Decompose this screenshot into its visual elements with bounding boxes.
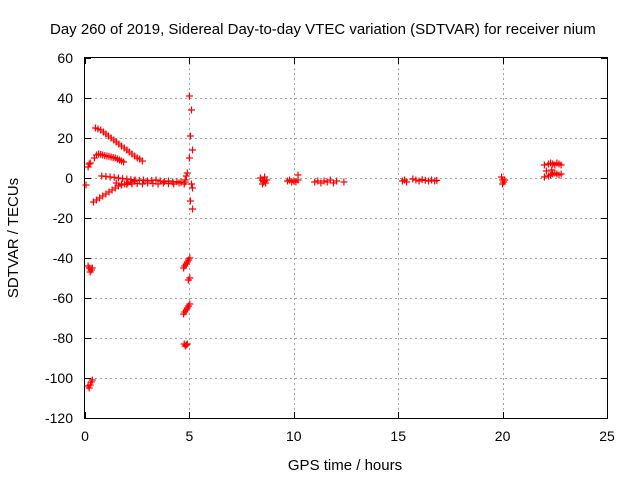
data-point — [88, 264, 96, 272]
y-tick-label: 20 — [57, 130, 73, 146]
data-point — [85, 160, 93, 168]
data-point — [542, 167, 550, 175]
data-point — [182, 172, 190, 180]
data-point — [557, 161, 565, 169]
data-point — [85, 384, 93, 392]
y-tick-label: -100 — [45, 370, 73, 386]
data-point — [175, 179, 183, 187]
y-axis-title: SDTVAR / TECUs — [5, 178, 22, 298]
data-point — [183, 169, 191, 177]
data-point — [186, 274, 194, 282]
data-point — [415, 177, 423, 185]
data-points — [82, 92, 565, 392]
data-point — [140, 176, 147, 184]
data-point — [186, 132, 194, 140]
data-point — [120, 158, 128, 166]
x-tick-label: 20 — [495, 428, 511, 444]
data-point — [311, 178, 319, 186]
data-point — [501, 176, 509, 184]
data-point — [409, 175, 417, 183]
y-tick-label: -120 — [45, 410, 73, 426]
y-tick-label: -40 — [53, 250, 73, 266]
data-point — [182, 341, 190, 349]
data-point — [82, 181, 90, 189]
data-point — [154, 180, 162, 188]
x-tick-label: 0 — [81, 428, 89, 444]
gridlines — [85, 58, 607, 418]
data-point — [189, 146, 196, 154]
y-tick-label: -60 — [53, 290, 73, 306]
data-point — [540, 161, 548, 169]
y-tick-label: -20 — [53, 210, 73, 226]
y-tick-label: 0 — [65, 170, 73, 186]
y-tick-label: 40 — [57, 90, 73, 106]
y-tick-labels: -120 -100 -80 -60 -40 -20 0 20 40 60 — [45, 50, 73, 426]
data-point — [262, 179, 270, 187]
data-point — [180, 180, 188, 188]
data-point — [186, 300, 194, 308]
data-point — [84, 163, 92, 171]
data-point — [557, 170, 565, 178]
data-point — [499, 180, 507, 188]
data-point — [152, 176, 160, 184]
data-point — [185, 92, 193, 100]
data-point — [403, 178, 411, 186]
data-point — [183, 340, 191, 348]
data-point — [186, 254, 194, 262]
data-point — [188, 106, 195, 114]
y-tick-label: -80 — [53, 330, 73, 346]
data-point — [186, 197, 194, 205]
x-tick-label: 25 — [599, 428, 615, 444]
data-point — [181, 176, 189, 184]
data-point — [294, 171, 302, 179]
data-point — [340, 178, 348, 186]
data-point — [170, 180, 178, 188]
x-tick-label: 10 — [286, 428, 302, 444]
data-point — [433, 176, 441, 184]
data-point — [86, 159, 94, 167]
data-point — [498, 173, 506, 181]
data-point — [88, 376, 96, 384]
data-point — [185, 154, 193, 162]
data-point — [189, 205, 196, 213]
data-point — [425, 177, 432, 185]
data-point — [540, 173, 548, 181]
data-point — [124, 179, 132, 187]
data-point — [259, 180, 266, 188]
data-point — [86, 381, 94, 389]
chart-title: Day 260 of 2019, Sidereal Day-to-day VTE… — [50, 21, 596, 38]
x-tick-labels: 0 5 10 15 20 25 — [81, 428, 615, 444]
data-point — [548, 166, 556, 174]
data-point — [112, 179, 120, 187]
data-point — [188, 180, 195, 188]
x-axis-title: GPS time / hours — [288, 457, 402, 474]
data-point — [333, 177, 341, 185]
data-point — [418, 176, 426, 184]
data-point — [320, 177, 328, 185]
plot-frame — [84, 57, 608, 419]
data-point — [326, 176, 334, 184]
data-point — [138, 180, 146, 188]
x-tick-label: 15 — [390, 428, 406, 444]
x-tick-label: 5 — [186, 428, 194, 444]
data-point — [138, 157, 146, 165]
data-point — [412, 176, 420, 184]
y-tick-label: 60 — [57, 50, 73, 66]
data-point — [189, 184, 196, 192]
data-point — [261, 173, 269, 181]
